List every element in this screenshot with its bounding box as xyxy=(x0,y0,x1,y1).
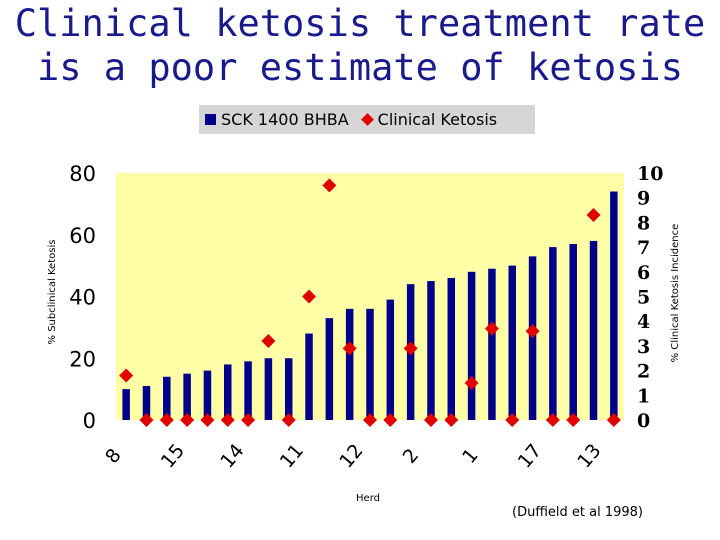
x-tick-label: 15 xyxy=(157,440,189,473)
bar xyxy=(447,277,456,420)
clinical-ketosis-marker xyxy=(363,413,377,427)
bar xyxy=(549,247,557,420)
x-tick-label: 8 xyxy=(101,444,126,467)
legend-item-sck: SCK 1400 BHBA xyxy=(205,110,349,129)
y-left-tick-label: 40 xyxy=(69,286,96,310)
bar xyxy=(488,268,496,420)
legend-bar-swatch xyxy=(205,114,216,125)
chart-legend: SCK 1400 BHBA Clinical Ketosis xyxy=(199,105,535,134)
bar xyxy=(305,333,313,420)
x-tick-label: 1 xyxy=(458,444,483,467)
bar xyxy=(163,376,171,420)
y-right-tick-label: 9 xyxy=(637,188,650,210)
bar xyxy=(508,265,516,420)
bar xyxy=(610,191,618,420)
y-right-tick-label: 2 xyxy=(637,361,650,383)
clinical-ketosis-marker xyxy=(281,413,296,427)
legend-label-sck: SCK 1400 BHBA xyxy=(221,110,349,129)
y-right-tick-label: 8 xyxy=(637,212,650,234)
bar xyxy=(569,244,577,420)
y-right-tick-label: 0 xyxy=(637,410,650,432)
legend-item-clinical: Clinical Ketosis xyxy=(355,110,498,129)
clinical-ketosis-marker xyxy=(241,413,256,427)
clinical-ketosis-marker xyxy=(484,321,499,336)
chart-title-line-2: is a poor estimate of ketosis xyxy=(36,46,683,89)
bar xyxy=(589,240,598,420)
bar xyxy=(183,373,191,420)
chart-title-line-1: Clinical ketosis treatment rate xyxy=(14,2,706,45)
clinical-ketosis-marker xyxy=(220,413,235,427)
bar xyxy=(386,299,395,420)
bar xyxy=(427,281,435,420)
clinical-ketosis-marker xyxy=(464,375,479,390)
clinical-ketosis-marker xyxy=(525,324,540,339)
clinical-ketosis-marker xyxy=(383,413,398,427)
bar xyxy=(325,318,334,420)
y-left-tick-label: 60 xyxy=(69,224,96,248)
y-right-axis-label: % Clinical Ketosis Incidence xyxy=(670,224,681,363)
bar xyxy=(203,370,212,420)
x-tick-label: 11 xyxy=(276,440,308,473)
clinical-ketosis-marker xyxy=(139,413,154,427)
x-tick-label: 13 xyxy=(573,440,605,473)
bar xyxy=(467,271,476,420)
bar xyxy=(284,358,293,420)
bar xyxy=(224,364,232,420)
clinical-ketosis-marker xyxy=(545,413,560,427)
citation: (Duffield et al 1998) xyxy=(512,505,643,520)
clinical-ketosis-marker xyxy=(302,289,317,304)
clinical-ketosis-marker xyxy=(423,413,438,427)
y-left-tick-label: 20 xyxy=(69,347,96,371)
y-left-tick-label: 80 xyxy=(69,162,96,186)
clinical-ketosis-marker xyxy=(403,341,418,356)
chart-title: Clinical ketosis treatment rate is a poo… xyxy=(0,2,720,90)
x-tick-label: 17 xyxy=(514,440,546,473)
clinical-ketosis-marker xyxy=(322,178,337,193)
y-right-tick-label: 7 xyxy=(637,237,650,259)
bar xyxy=(345,308,354,420)
clinical-ketosis-marker xyxy=(180,413,195,427)
clinical-ketosis-marker xyxy=(342,341,357,356)
bar xyxy=(142,386,151,420)
legend-label-clinical: Clinical Ketosis xyxy=(377,110,498,129)
clinical-ketosis-marker xyxy=(261,333,276,348)
bar xyxy=(122,389,130,420)
clinical-ketosis-marker xyxy=(606,413,621,427)
y-right-tick-label: 6 xyxy=(637,262,650,284)
y-right-tick-label: 4 xyxy=(637,311,650,333)
clinical-ketosis-marker xyxy=(566,413,581,427)
y-right-tick-label: 3 xyxy=(637,336,650,358)
y-left-axis-label: % Subclinical Ketosis xyxy=(47,240,58,345)
y-left-tick-label: 0 xyxy=(83,409,96,433)
bar xyxy=(528,256,537,420)
clinical-ketosis-marker xyxy=(586,207,601,222)
bar xyxy=(244,361,252,420)
clinical-ketosis-marker xyxy=(505,413,520,427)
x-tick-label: 14 xyxy=(216,440,248,473)
x-axis-label: Herd xyxy=(356,493,380,504)
x-tick-label: 12 xyxy=(335,440,367,473)
y-right-tick-label: 10 xyxy=(637,163,663,185)
x-tick-label: 2 xyxy=(399,444,424,467)
clinical-ketosis-marker xyxy=(444,413,459,427)
y-right-tick-label: 1 xyxy=(637,385,650,407)
clinical-ketosis-marker xyxy=(159,413,174,427)
clinical-ketosis-marker xyxy=(119,368,134,383)
clinical-ketosis-marker xyxy=(200,413,215,427)
bar xyxy=(264,358,273,420)
bar xyxy=(366,308,374,420)
y-right-tick-label: 5 xyxy=(637,287,650,309)
